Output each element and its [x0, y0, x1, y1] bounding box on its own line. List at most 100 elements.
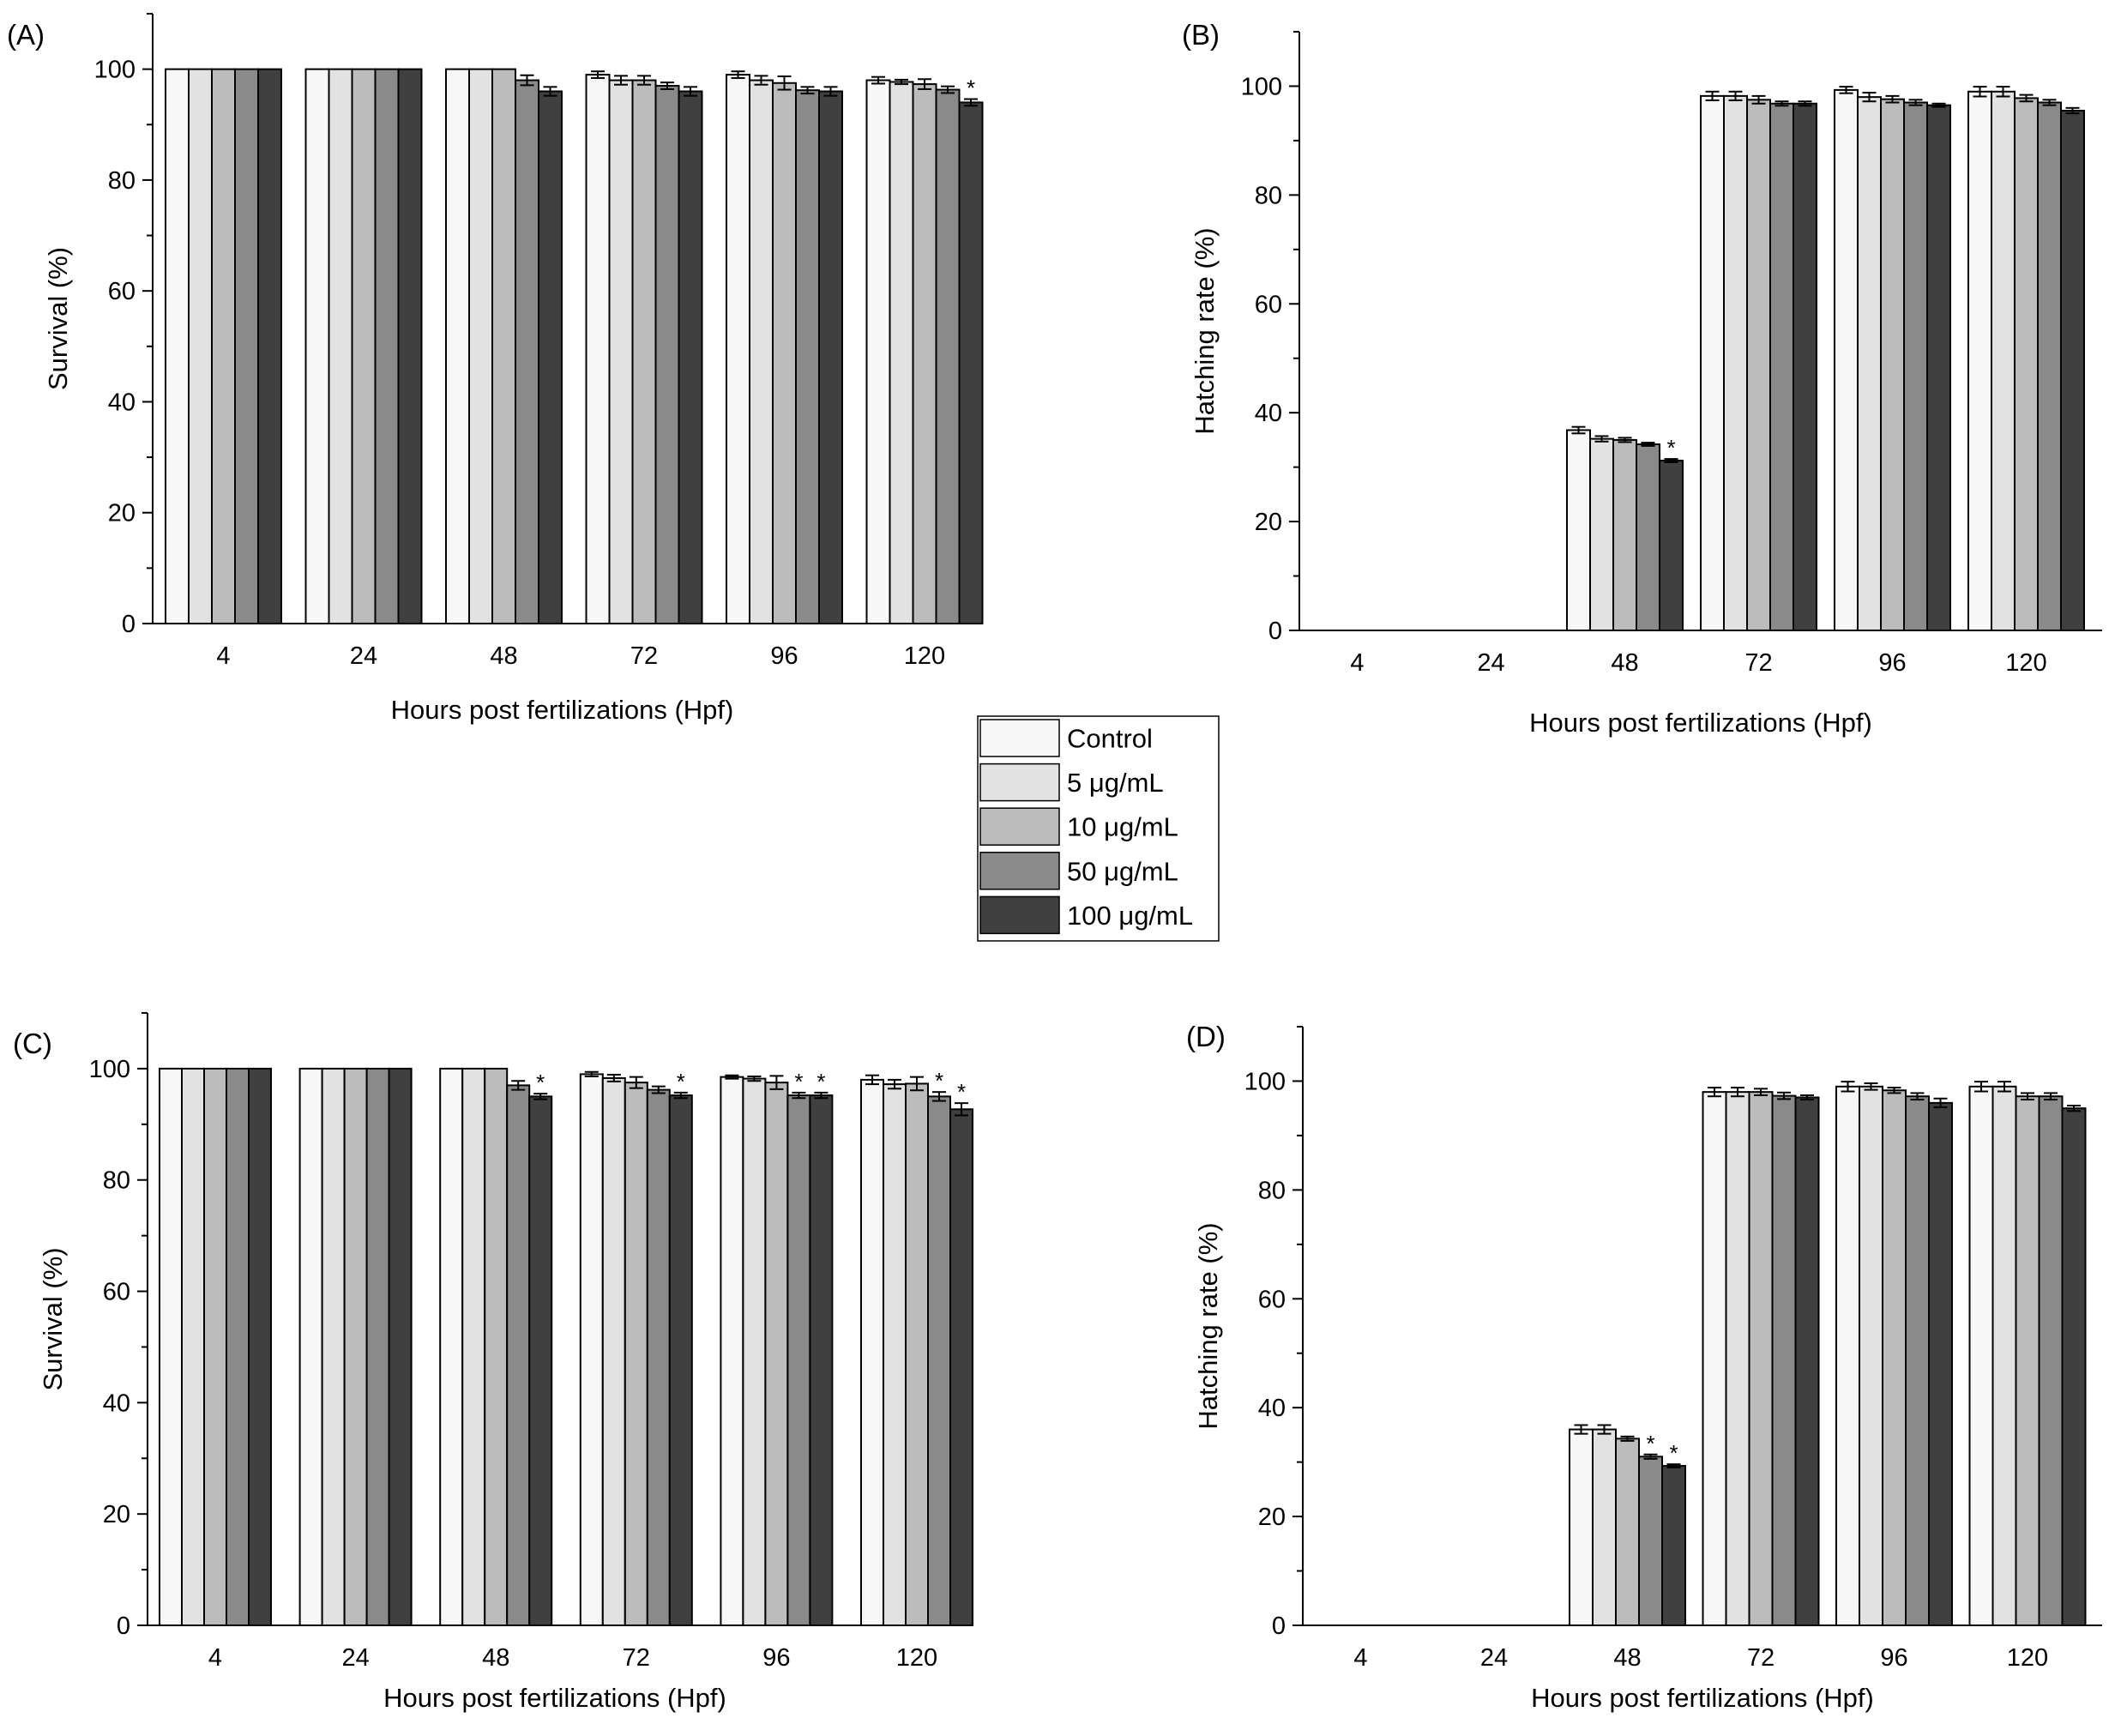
significance-star: *: [935, 1068, 943, 1094]
bar: [624, 1082, 648, 1626]
y-tick-label: 100: [89, 1056, 130, 1083]
error-bar: [629, 1076, 643, 1089]
x-tick-label: 120: [2005, 649, 2046, 677]
x-tick-label: 24: [1480, 1644, 1508, 1672]
bar: [491, 68, 516, 625]
x-tick-label: 120: [2007, 1644, 2048, 1672]
error-bar: [964, 98, 978, 107]
error-bar: [1574, 1424, 1588, 1435]
error-bar: [2044, 1092, 2058, 1101]
bar: [1612, 438, 1637, 632]
bar: [2014, 97, 2039, 631]
error-bar: [754, 75, 768, 86]
error-bar: [871, 75, 885, 85]
bar: [484, 1067, 509, 1626]
legend-swatch: [979, 763, 1060, 802]
legend-label: 100 μg/mL: [1067, 901, 1193, 931]
x-tick-label: 72: [1747, 1644, 1775, 1672]
legend-label: 5 μg/mL: [1067, 768, 1164, 798]
error-bar: [1864, 1082, 1878, 1091]
bar: [1928, 1101, 1953, 1626]
error-bar: [1800, 1094, 1814, 1101]
y-tick-label: 40: [108, 389, 136, 416]
panel-label: (C): [13, 1028, 52, 1059]
bar: [585, 74, 611, 625]
error-bar: [955, 1102, 968, 1117]
bar: [764, 1082, 789, 1626]
bar: [1968, 1085, 1994, 1627]
error-bar: [2067, 1105, 2081, 1112]
bar: [654, 85, 680, 624]
error-bar: [651, 1085, 666, 1094]
error-bar: [511, 1080, 526, 1091]
error-bar: [865, 1074, 879, 1086]
bar: [2060, 110, 2085, 631]
error-bar: [1708, 1087, 1721, 1098]
bar: [1991, 90, 2016, 632]
bar: [304, 68, 330, 625]
error-bar: [1594, 435, 1609, 443]
bar: [889, 81, 914, 624]
error-bar: [637, 75, 651, 86]
bar: [1835, 1085, 1860, 1627]
bar: [2037, 101, 2062, 631]
x-tick-label: 24: [1477, 649, 1504, 677]
bar: [211, 68, 236, 625]
bar: [321, 1067, 346, 1626]
bar: [1903, 101, 1928, 631]
bar: [1638, 1456, 1663, 1626]
y-tick-label: 100: [1241, 73, 1282, 100]
x-axis-label: Hours post fertilizations (Hpf): [383, 1683, 726, 1713]
error-bar: [1728, 90, 1743, 101]
y-tick-label: 100: [94, 57, 136, 84]
bar: [1566, 429, 1591, 631]
bar: [328, 68, 353, 625]
bar: [1771, 1094, 1797, 1626]
bar: [1569, 1428, 1594, 1626]
error-bar: [1885, 94, 1900, 104]
bar: [181, 1067, 205, 1626]
y-tick-label: 20: [1258, 1504, 1286, 1531]
error-bar: [747, 1075, 762, 1082]
bar: [439, 1067, 464, 1626]
bar: [772, 81, 797, 624]
bar: [1859, 1085, 1883, 1627]
y-axis-label: Survival (%): [43, 247, 73, 390]
panel-label: (B): [1182, 19, 1220, 51]
error-bar: [1841, 1081, 1855, 1093]
error-bar: [1933, 1097, 1948, 1108]
panel-label: (A): [7, 19, 45, 51]
bar: [912, 83, 937, 624]
y-tick-label: 40: [1258, 1395, 1286, 1422]
y-axis-label: Hatching rate (%): [1193, 1222, 1223, 1429]
bar: [1589, 437, 1614, 632]
y-axis-label: Survival (%): [38, 1247, 68, 1390]
error-bar: [673, 1091, 688, 1100]
bar: [461, 1067, 486, 1626]
legend-swatch: [979, 719, 1060, 757]
bar: [608, 79, 634, 624]
error-bar: [2019, 93, 2034, 103]
bar: [1746, 99, 1771, 632]
error-bar: [1751, 94, 1766, 105]
error-bar: [1664, 458, 1678, 463]
chart-panel-1: (B) 0 20 40 60 80 100 Hatching rate (%) Hours po…: [1182, 19, 2102, 738]
y-tick-label: 60: [103, 1279, 130, 1306]
bar: [726, 74, 750, 625]
x-tick-label: 72: [623, 1644, 650, 1672]
bar: [601, 1076, 626, 1626]
error-bar: [606, 1074, 621, 1082]
bar: [1834, 88, 1859, 631]
error-bar: [1641, 442, 1655, 447]
significance-star: *: [816, 1069, 825, 1094]
error-bar: [2042, 99, 2057, 106]
significance-star: *: [967, 75, 975, 101]
x-tick-label: 96: [1878, 649, 1906, 677]
bar: [159, 1067, 183, 1626]
error-bar: [932, 1091, 946, 1102]
x-tick-label: 96: [762, 1644, 790, 1672]
bar: [1700, 94, 1725, 632]
error-bar: [1731, 1087, 1744, 1098]
error-bar: [1705, 90, 1720, 101]
error-bar: [823, 86, 838, 97]
